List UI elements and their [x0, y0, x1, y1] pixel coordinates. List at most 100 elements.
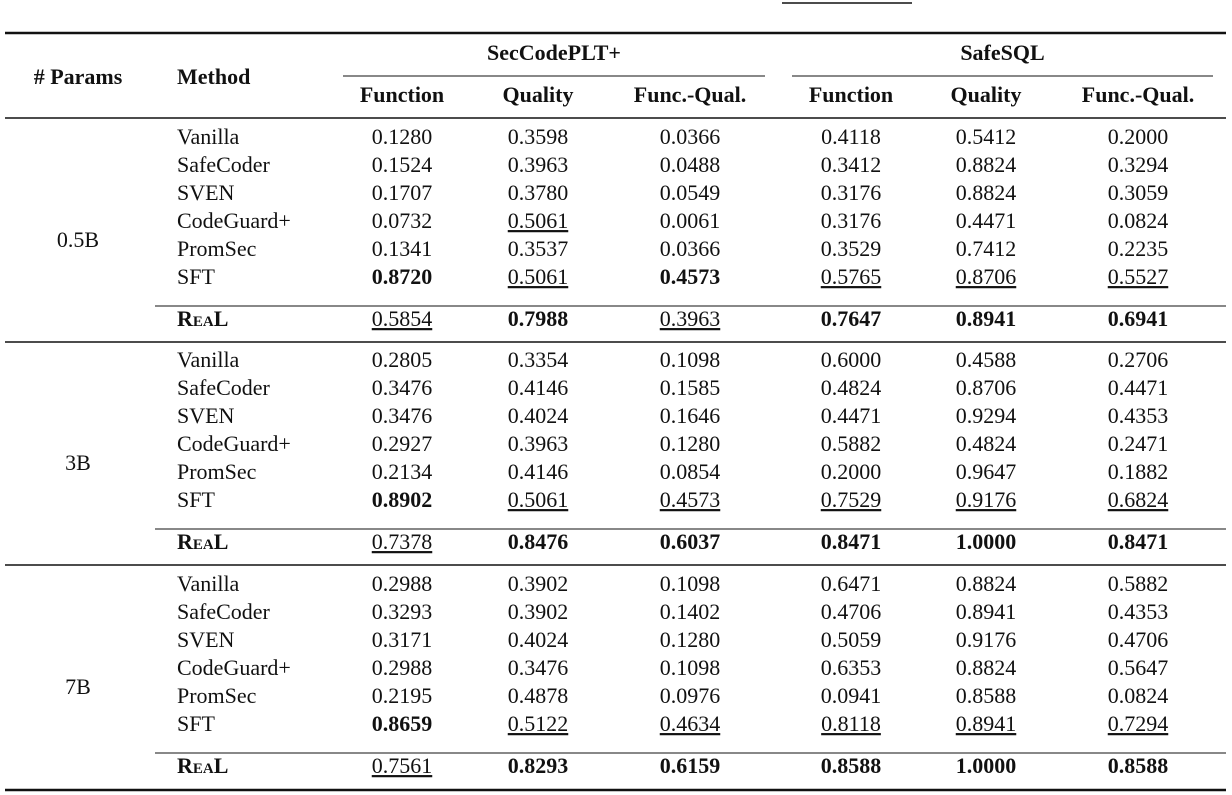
method-cell: PromSec — [177, 683, 257, 708]
value-cell: 0.4024 — [508, 627, 569, 652]
value-cell: 0.8588 — [821, 753, 882, 778]
value-cell: 0.3902 — [508, 599, 569, 624]
value-cell: 0.4634 — [660, 711, 721, 736]
value-cell: 0.6037 — [660, 529, 721, 554]
value-cell: 0.8902 — [372, 487, 433, 512]
value-cell: 0.6471 — [821, 571, 882, 596]
params-cell: 0.5B — [57, 227, 99, 252]
value-cell: 0.1098 — [660, 571, 721, 596]
value-cell: 0.2000 — [821, 459, 882, 484]
value-cell: 0.8588 — [1108, 753, 1169, 778]
value-cell: 0.2927 — [372, 431, 433, 456]
value-cell: 0.4878 — [508, 683, 569, 708]
value-cell: 0.9176 — [956, 627, 1017, 652]
value-cell: 0.5647 — [1108, 655, 1169, 680]
value-cell: 0.4353 — [1108, 599, 1169, 624]
value-cell: 0.3963 — [660, 306, 721, 331]
value-cell: 0.4588 — [956, 347, 1017, 372]
value-cell: 0.0824 — [1108, 683, 1169, 708]
value-cell: 0.0976 — [660, 683, 721, 708]
value-cell: 0.4024 — [508, 403, 569, 428]
method-header: Method — [177, 64, 250, 89]
value-cell: 0.8941 — [956, 599, 1017, 624]
value-cell: 1.0000 — [956, 529, 1017, 554]
value-cell: 0.1341 — [372, 236, 433, 261]
value-cell: 0.2471 — [1108, 431, 1169, 456]
method-cell: SFT — [177, 264, 215, 289]
value-cell: 0.8824 — [956, 152, 1017, 177]
value-cell: 0.5412 — [956, 124, 1017, 149]
value-cell: 0.3176 — [821, 180, 882, 205]
value-cell: 0.4706 — [1108, 627, 1169, 652]
value-cell: 0.8588 — [956, 683, 1017, 708]
value-cell: 0.0549 — [660, 180, 721, 205]
value-cell: 0.3476 — [508, 655, 569, 680]
value-cell: 0.9176 — [956, 487, 1017, 512]
method-cell: ReaL — [177, 529, 228, 554]
method-cell: CodeGuard+ — [177, 208, 291, 233]
value-cell: 0.2706 — [1108, 347, 1169, 372]
value-cell: 0.1280 — [660, 431, 721, 456]
value-cell: 0.8659 — [372, 711, 433, 736]
value-cell: 0.5882 — [1108, 571, 1169, 596]
value-cell: 0.0061 — [660, 208, 721, 233]
value-cell: 0.2000 — [1108, 124, 1169, 149]
value-cell: 0.3529 — [821, 236, 882, 261]
value-cell: 0.5059 — [821, 627, 882, 652]
value-cell: 0.0941 — [821, 683, 882, 708]
value-cell: 0.4573 — [660, 264, 721, 289]
value-cell: 0.3412 — [821, 152, 882, 177]
value-cell: 0.6824 — [1108, 487, 1169, 512]
value-cell: 0.7561 — [372, 753, 433, 778]
method-cell: SVEN — [177, 403, 235, 428]
value-cell: 0.3293 — [372, 599, 433, 624]
value-cell: 0.6941 — [1108, 306, 1169, 331]
value-cell: 0.7529 — [821, 487, 882, 512]
value-cell: 0.3780 — [508, 180, 569, 205]
value-cell: 0.5061 — [508, 487, 569, 512]
column-header: Quality — [951, 82, 1022, 107]
value-cell: 0.8118 — [821, 711, 881, 736]
method-cell: SVEN — [177, 627, 235, 652]
value-cell: 0.8720 — [372, 264, 433, 289]
value-cell: 0.7412 — [956, 236, 1017, 261]
value-cell: 0.2988 — [372, 571, 433, 596]
value-cell: 0.0854 — [660, 459, 721, 484]
method-cell: ReaL — [177, 753, 228, 778]
method-cell: CodeGuard+ — [177, 655, 291, 680]
value-cell: 0.3294 — [1108, 152, 1169, 177]
value-cell: 0.8824 — [956, 571, 1017, 596]
column-header: Func.-Qual. — [634, 82, 746, 107]
value-cell: 1.0000 — [956, 753, 1017, 778]
value-cell: 0.4146 — [508, 375, 569, 400]
value-cell: 0.3598 — [508, 124, 569, 149]
params-cell: 7B — [65, 674, 91, 699]
value-cell: 0.8706 — [956, 264, 1017, 289]
value-cell: 0.4706 — [821, 599, 882, 624]
value-cell: 0.1280 — [660, 627, 721, 652]
value-cell: 0.1402 — [660, 599, 721, 624]
value-cell: 0.4146 — [508, 459, 569, 484]
value-cell: 0.9647 — [956, 459, 1017, 484]
value-cell: 0.1585 — [660, 375, 721, 400]
value-cell: 0.7647 — [821, 306, 882, 331]
value-cell: 0.1882 — [1108, 459, 1169, 484]
group-header: SafeSQL — [960, 40, 1044, 65]
value-cell: 0.1098 — [660, 347, 721, 372]
value-cell: 0.7294 — [1108, 711, 1169, 736]
value-cell: 0.4471 — [821, 403, 882, 428]
method-cell: SVEN — [177, 180, 235, 205]
value-cell: 0.3537 — [508, 236, 569, 261]
value-cell: 0.8941 — [956, 306, 1017, 331]
method-cell: ReaL — [177, 306, 228, 331]
value-cell: 0.1098 — [660, 655, 721, 680]
value-cell: 0.0824 — [1108, 208, 1169, 233]
column-header: Function — [360, 82, 444, 107]
params-header: # Params — [34, 64, 123, 89]
value-cell: 0.8476 — [508, 529, 569, 554]
method-cell: Vanilla — [177, 347, 240, 372]
value-cell: 0.3176 — [821, 208, 882, 233]
value-cell: 0.7988 — [508, 306, 569, 331]
value-cell: 0.0366 — [660, 236, 721, 261]
value-cell: 0.4471 — [1108, 375, 1169, 400]
